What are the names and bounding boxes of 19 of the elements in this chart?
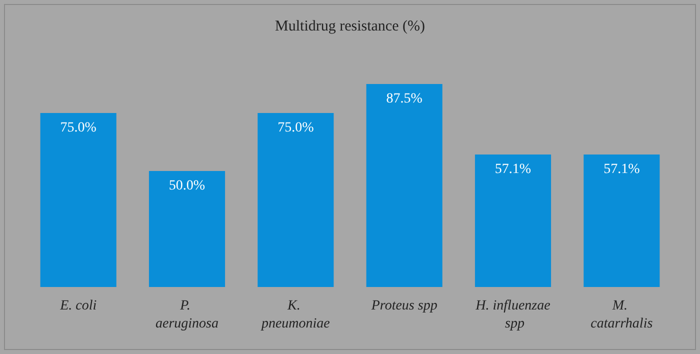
bar (366, 84, 442, 287)
bar (584, 154, 660, 287)
data-label: 87.5% (386, 92, 423, 106)
bar (148, 171, 226, 287)
bar (474, 154, 552, 287)
x-tick-label: P. aeruginosa (156, 298, 218, 332)
x-tick-label: E. coli (59, 298, 97, 314)
x-tick-label: K. pneumoniae (260, 298, 330, 332)
data-label: 75.0% (60, 120, 97, 136)
bar (40, 113, 116, 287)
x-tick-label: Proteus spp (370, 298, 438, 314)
data-label: 57.1% (604, 162, 640, 178)
data-label: 75.0% (278, 120, 314, 136)
bar (258, 113, 334, 287)
data-label: 50.0% (168, 178, 206, 194)
x-tick-label: M. catarrhalis (590, 298, 654, 332)
chart-title: Multidrug resistance (%) (275, 18, 425, 34)
x-tick-label: H. influenzae spp (474, 298, 550, 332)
data-label: 57.1% (494, 162, 532, 178)
